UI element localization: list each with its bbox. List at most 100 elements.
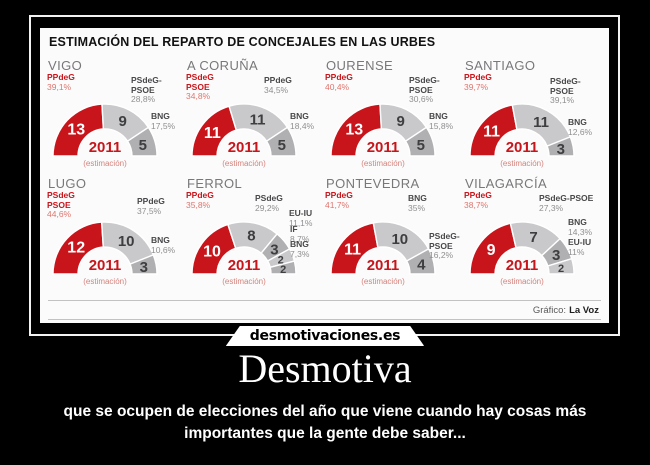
center-note: (estimación) [222, 159, 266, 168]
party-label: PSdeG-PSOE 27,3% [539, 193, 593, 213]
party-label: PPdeG 35,8% [186, 190, 214, 210]
seat-count: 9 [119, 113, 127, 130]
charts-grid: VIGO 13 9 5 2011 (estimación) PPdeG 39,1% PSdeG-… [46, 58, 606, 294]
party-label: PPdeG 39,7% [464, 72, 492, 92]
center-year: 2011 [367, 257, 400, 274]
divider-line [48, 319, 601, 320]
watermark-text: desmotivaciones.es [249, 328, 401, 344]
seat-count: 11 [204, 125, 221, 142]
credit-label: Gráfico: [532, 305, 567, 316]
party-percentage: 40,4% [325, 81, 350, 92]
party-percentage: 28,8% [131, 94, 156, 105]
party-name: PSdeG- PSOE [429, 231, 460, 251]
party-name: EU-IU [568, 237, 592, 247]
party-name: PSdeG [255, 193, 283, 203]
party-percentage: 12,6% [568, 126, 593, 137]
party-percentage: 39,7% [464, 81, 489, 92]
party-label: BNG 17,5% [151, 111, 176, 131]
party-name: BNG [151, 111, 170, 121]
party-percentage: 11% [568, 246, 585, 257]
party-name: PSdeG-PSOE [409, 75, 440, 95]
party-percentage: 39,1% [47, 81, 72, 92]
city-name: OURENSE [326, 58, 394, 73]
party-percentage: 17,5% [151, 120, 176, 131]
divider-line [48, 300, 601, 301]
party-percentage: 15,8% [429, 120, 454, 131]
seat-count: 10 [203, 243, 221, 260]
poster-title: Desmotiva [238, 346, 412, 391]
semi-donut-chart: 9 732 2011 (estimación) [469, 221, 575, 286]
party-percentage: 41,7% [325, 199, 350, 210]
party-name: BNG [290, 111, 309, 121]
seat-count: 11 [250, 111, 266, 128]
seat-count: 3 [557, 141, 565, 158]
center-note: (estimación) [500, 277, 544, 286]
donut-segment [126, 126, 158, 157]
semi-donut-chart: 11 11 3 2011 (estimación) [469, 103, 575, 168]
party-label: BNG 14,3% [568, 217, 592, 237]
seat-count: 2 [558, 263, 564, 275]
party-name: PPdeG [325, 72, 353, 82]
party-percentage: 29,2% [255, 202, 280, 213]
party-label: PPdeG 41,7% [325, 190, 353, 210]
city-name: A CORUÑA [187, 58, 259, 73]
donut-segment [265, 126, 297, 157]
party-label: BNG 18,4% [290, 111, 314, 131]
party-name: BNG [408, 193, 427, 203]
party-percentage: 30,6% [409, 94, 434, 105]
party-name: BNG [151, 235, 170, 245]
party-label: PSdeG-PSOE 39,1% [550, 76, 602, 106]
party-percentage: 16,2% [429, 250, 454, 261]
party-name: BNG [568, 117, 587, 127]
party-percentage: 35,8% [186, 199, 211, 210]
party-percentage: 34,8% [186, 91, 211, 102]
party-percentage: 11,1% [289, 217, 313, 228]
party-label: PSdeG PSOE 34,8% [186, 72, 214, 102]
center-year: 2011 [89, 257, 122, 274]
center-year: 2011 [506, 257, 539, 274]
donut-segment [546, 257, 575, 275]
center-note: (estimación) [83, 277, 127, 286]
party-label: BNG 15,8% [429, 111, 454, 131]
party-label: PSdeG-PSOE 30,6% [409, 75, 463, 105]
chart-cell: VILAGARCÍA 9 7 3 2 2011 (estimación) PPdeG 38,7%… [463, 176, 602, 294]
credit-source: La Voz [569, 305, 599, 316]
chart-cell: SANTIAGO 11 11 3 2011 (estimación) PPdeG 39,7% P… [463, 58, 602, 176]
party-name: PSdeG-PSOE [131, 75, 162, 95]
party-name: PPdeG [186, 190, 214, 200]
party-name: PSdeG PSOE [47, 190, 75, 210]
seat-count: 5 [278, 137, 286, 154]
party-name: EU-IU [289, 208, 313, 218]
chart-cell: OURENSE 13 9 5 2011 (estimación) PPdeG 40,4% PSd… [324, 58, 463, 176]
chart-cell: A CORUÑA 11 11 5 2011 (estimación) PSdeG PSOE 3… [185, 58, 324, 176]
seat-count: 13 [345, 121, 363, 138]
seat-count: 13 [67, 121, 85, 138]
city-name: PONTEVEDRA [326, 176, 420, 191]
city-name: SANTIAGO [465, 58, 536, 73]
party-label: IF 8,7% [290, 224, 309, 244]
party-label: EU-IU 11% [568, 237, 592, 257]
party-percentage: 34,5% [264, 84, 289, 95]
chart-cell: LUGO 12 10 3 2011 (estimación) PSdeG PSOE 44,6%… [46, 176, 185, 294]
party-name: BNG [568, 217, 587, 227]
center-note: (estimación) [500, 159, 544, 168]
city-name: VIGO [48, 58, 83, 73]
seat-count: 3 [140, 259, 148, 276]
chart-cell: FERROL 10 8 3 2 2 2011 (estimación) PPdeG 35,8% PS… [185, 176, 324, 294]
party-label: PPdeG 39,1% [47, 72, 75, 92]
party-label: BNG 7,3% [290, 239, 309, 259]
seat-count: 11 [483, 123, 500, 140]
seat-count: 10 [118, 233, 135, 250]
chart-cell: VIGO 13 9 5 2011 (estimación) PPdeG 39,1% PSdeG-… [46, 58, 185, 176]
party-label: PSdeG PSOE 44,6% [47, 190, 75, 220]
seat-count: 11 [533, 114, 549, 131]
seat-count: 5 [417, 137, 425, 154]
center-note: (estimación) [222, 277, 266, 286]
center-year: 2011 [367, 139, 400, 156]
seat-count: 4 [417, 257, 426, 274]
seat-count: 9 [397, 113, 405, 130]
poster-caption: que se ocupen de elecciones del año que … [63, 403, 587, 442]
party-label: BNG 35% [408, 193, 427, 213]
semi-donut-chart: 11 10 4 2011 (estimación) [330, 221, 436, 286]
